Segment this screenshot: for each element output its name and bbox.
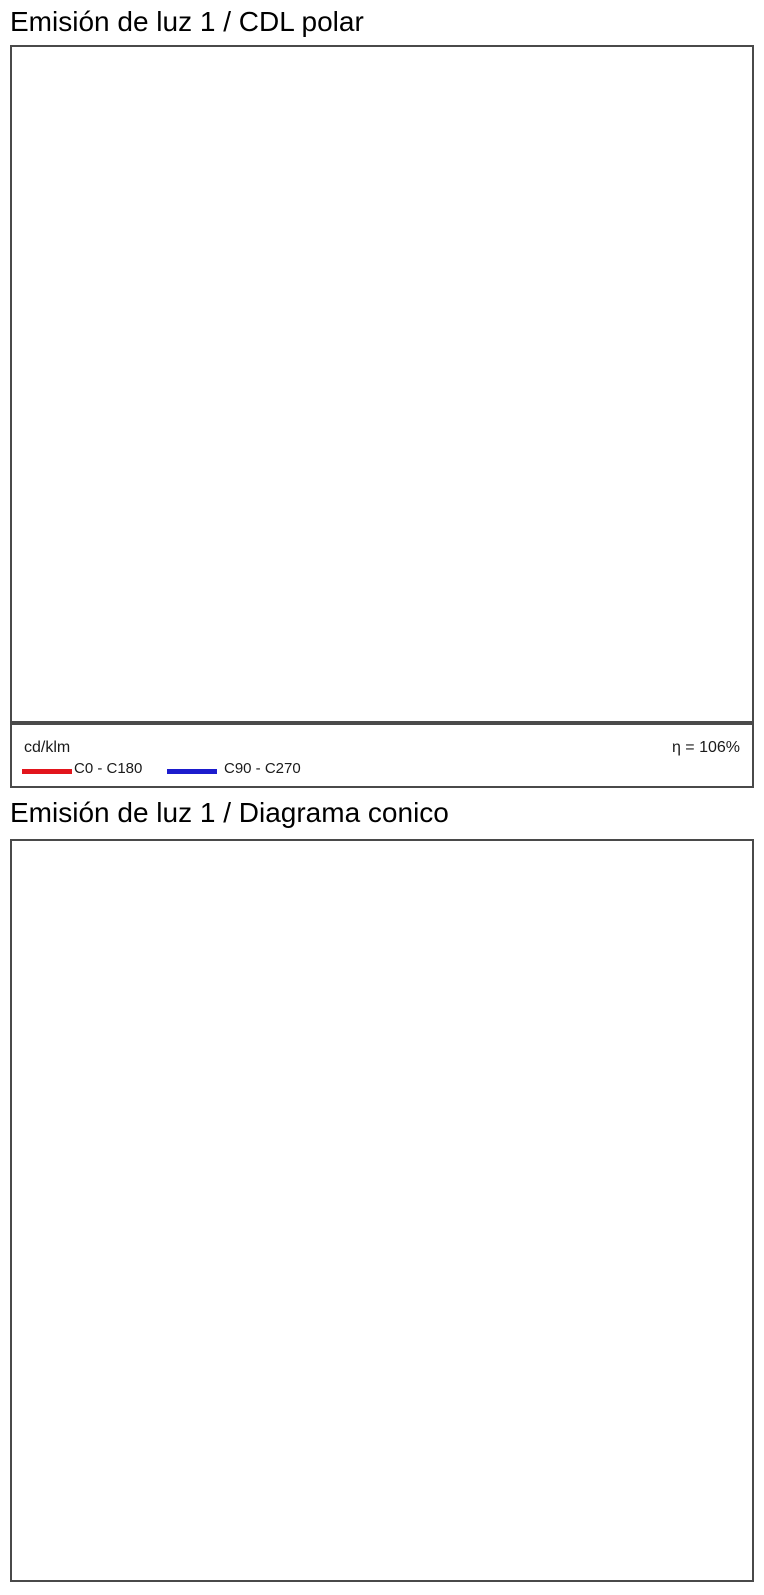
polar-chart-footer: cd/klm η = 106% C0 - C180 C90 - C270	[10, 723, 754, 788]
legend-swatch-c90-c270	[167, 769, 217, 774]
polar-legend: C0 - C180 C90 - C270	[12, 759, 752, 785]
polar-section-title: Emisión de luz 1 / CDL polar	[10, 6, 364, 37]
legend-label-c90-c270: C90 - C270	[224, 760, 301, 777]
efficiency-value: η = 106%	[671, 739, 740, 756]
cone-diagram-border	[10, 839, 754, 1582]
polar-unit-label: cd/klm	[24, 739, 71, 756]
legend-label-c0-c180: C0 - C180	[74, 760, 143, 777]
cone-diagram: Separación Diámetro cónico Intensidad lu…	[10, 839, 754, 1582]
polar-chart: 105°90°75°60°45°30°15°0°15°30°45°60°75°9…	[10, 45, 754, 723]
legend-swatch-c0-c180	[22, 769, 72, 774]
cone-section-title: Emisión de luz 1 / Diagrama conico	[10, 797, 449, 828]
polar-chart-border	[10, 45, 754, 723]
